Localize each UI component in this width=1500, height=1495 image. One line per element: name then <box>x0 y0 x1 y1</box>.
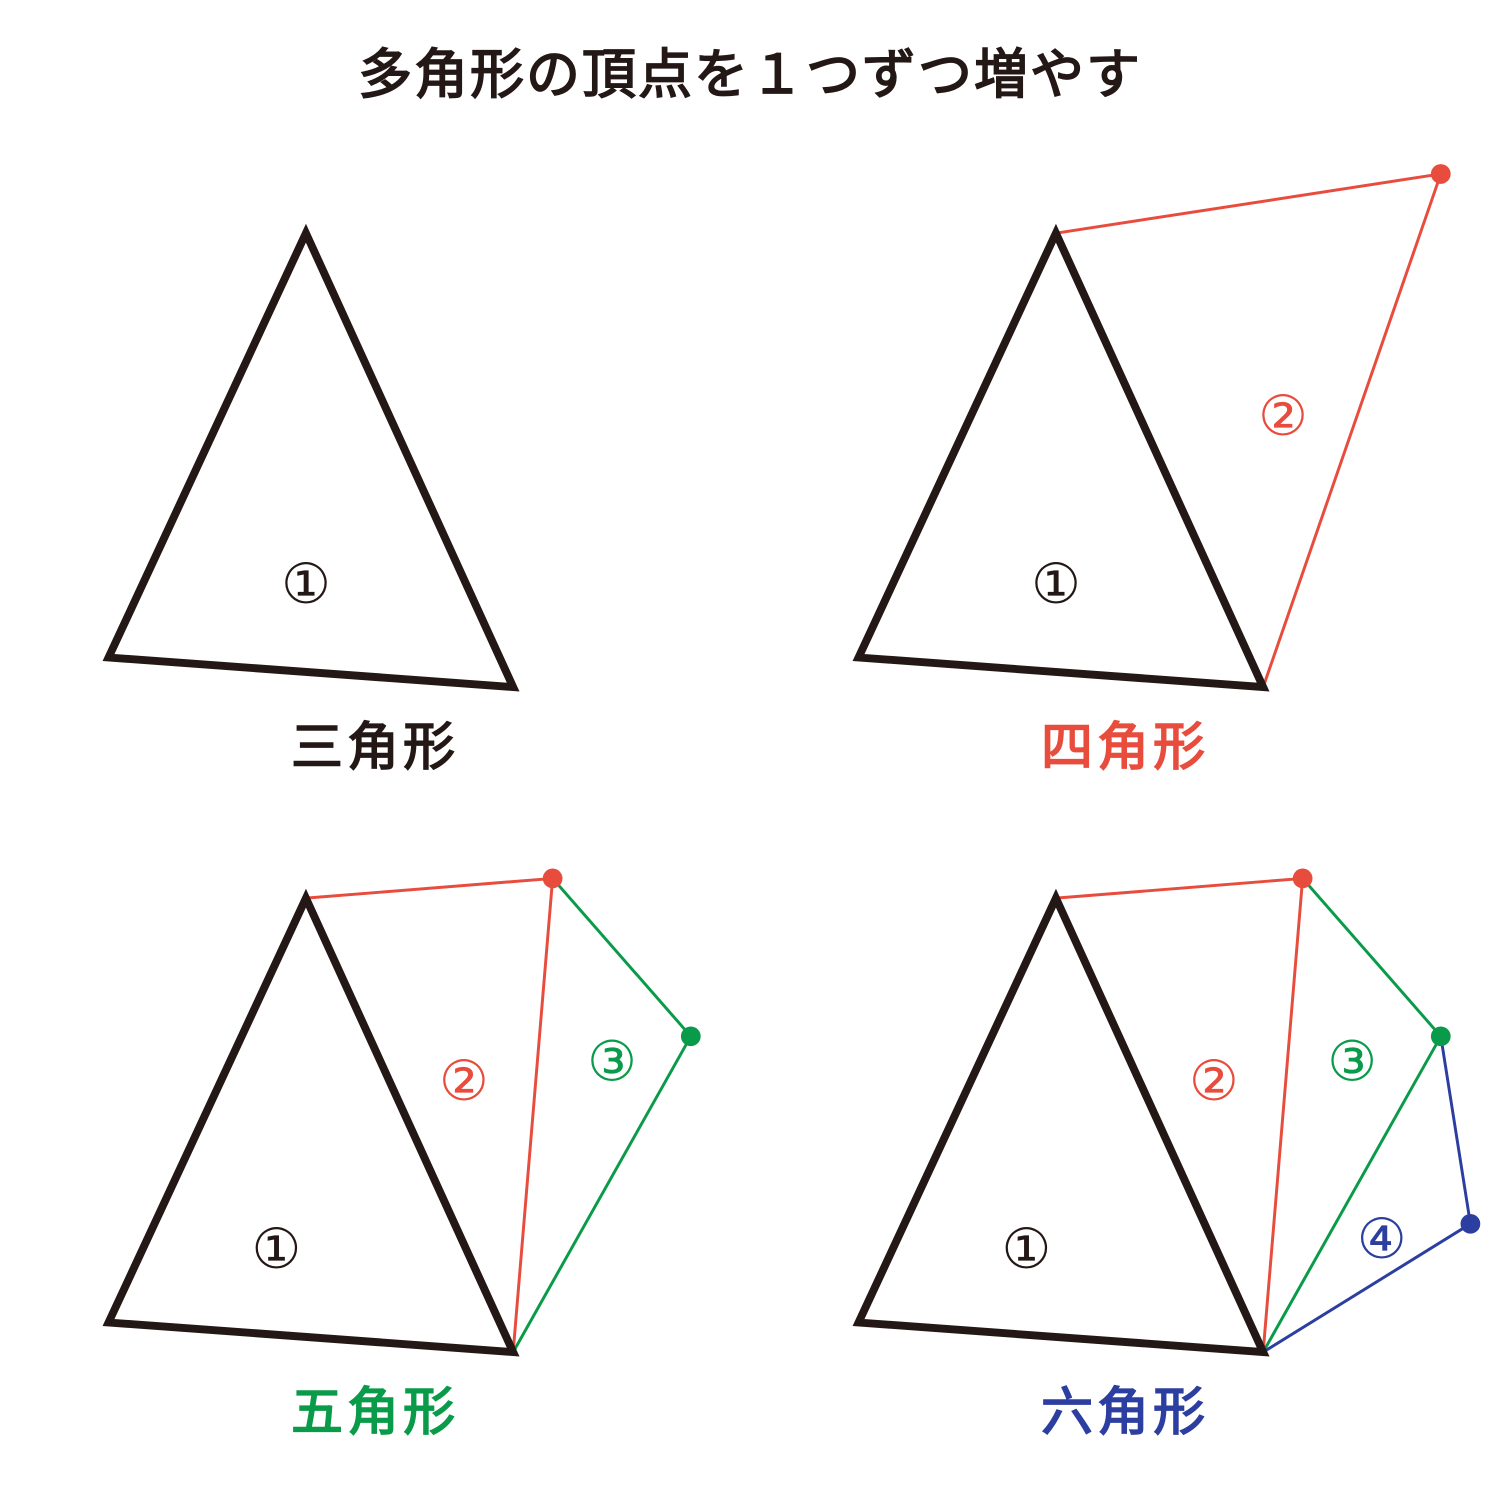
region-label-1: ① <box>281 553 331 615</box>
panel-triangle: ① 三角形 <box>0 150 750 815</box>
region-label-1: ① <box>1002 1218 1052 1280</box>
region-label-4: ④ <box>1357 1208 1407 1270</box>
vertex-dot <box>543 869 563 889</box>
added-edge <box>553 878 691 1036</box>
page: 多角形の頂点を１つずつ増やす ①三角形①②四角形①②③五角形①②③④六角形 <box>0 0 1500 1495</box>
panel-svg: ① ② ③ ④ <box>750 815 1500 1455</box>
vertex-dot <box>1461 1214 1481 1234</box>
panel-svg: ①② <box>750 150 1500 790</box>
added-edge <box>306 878 553 898</box>
vertex-dot <box>1431 164 1451 184</box>
panel-hexagon: ① ② ③ ④ 六角形 <box>750 815 1500 1480</box>
base-triangle <box>859 898 1264 1352</box>
page-title: 多角形の頂点を１つずつ増やす <box>0 30 1500 109</box>
region-label-3: ③ <box>587 1031 637 1093</box>
panel-pentagon: ① ② ③ 五角形 <box>0 815 750 1480</box>
region-label-3: ③ <box>1327 1031 1377 1093</box>
base-triangle <box>859 233 1264 687</box>
panel-svg: ① ② ③ <box>0 815 750 1455</box>
base-triangle <box>109 898 514 1352</box>
panel-caption: 四角形 <box>750 705 1500 780</box>
added-edge <box>1263 878 1302 1352</box>
vertex-dot <box>1431 1026 1451 1046</box>
panel-svg: ① <box>0 150 750 790</box>
panel-quadrilateral: ①②四角形 <box>750 150 1500 815</box>
vertex-dot <box>681 1026 701 1046</box>
region-label-2: ② <box>1258 385 1308 447</box>
base-triangle <box>109 233 514 687</box>
region-label-2: ② <box>1189 1050 1239 1112</box>
added-edge <box>1441 1036 1471 1224</box>
vertex-dot <box>1293 869 1313 889</box>
region-label-1: ① <box>1031 553 1081 615</box>
region-label-2: ② <box>439 1050 489 1112</box>
panel-caption: 六角形 <box>750 1370 1500 1445</box>
panel-caption: 三角形 <box>0 705 750 780</box>
added-edge <box>513 878 552 1352</box>
region-label-1: ① <box>252 1218 302 1280</box>
added-edge <box>1056 174 1441 233</box>
diagram-grid: ①三角形①②四角形①②③五角形①②③④六角形 <box>0 150 1500 1480</box>
panel-caption: 五角形 <box>0 1370 750 1445</box>
added-edge <box>1303 878 1441 1036</box>
added-edge <box>1056 878 1303 898</box>
